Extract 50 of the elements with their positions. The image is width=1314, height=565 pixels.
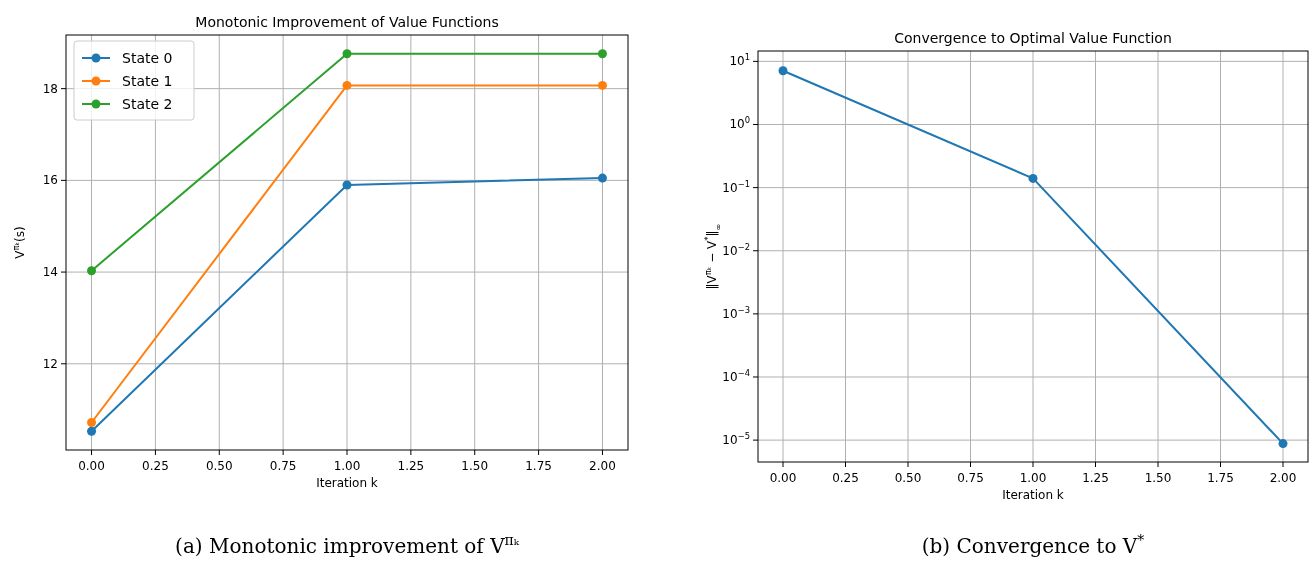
x-tick-label: 1.00 xyxy=(1019,471,1047,485)
x-tick-label: 0.00 xyxy=(78,459,105,473)
x-tick-label: 1.75 xyxy=(1207,471,1234,485)
point xyxy=(342,49,352,59)
x-tick-label: 1.00 xyxy=(333,459,361,473)
x-tick-label: 2.00 xyxy=(589,459,616,473)
y-tick-label: 18 xyxy=(42,81,58,96)
x-axis-title: Iteration k xyxy=(1002,488,1064,502)
point xyxy=(87,426,97,436)
point xyxy=(342,80,352,90)
legend-label: State 2 xyxy=(122,96,173,112)
x-tick-label: 2.00 xyxy=(1269,471,1297,485)
x-tick-label: 0.25 xyxy=(832,471,859,485)
text: (b) Convergence to V$^{*}$ xyxy=(921,532,1145,558)
y-tick-label: 10$^{1}$ xyxy=(729,52,750,69)
y-tick-label: 10$^{−1}$ xyxy=(722,178,750,195)
y-tick-label: 10$^{−4}$ xyxy=(722,367,750,384)
y-tick-label: 14 xyxy=(42,265,58,280)
x-tick-label: 1.50 xyxy=(1144,471,1172,485)
x-tick-label: 1.25 xyxy=(397,459,425,473)
x-tick-label: 1.75 xyxy=(525,459,552,473)
chart-title: Monotonic Improvement of Value Functions xyxy=(195,14,499,30)
legend-label: State 0 xyxy=(122,50,173,66)
y-tick-label: 16 xyxy=(42,173,58,188)
point xyxy=(87,266,97,276)
x-tick-label: 0.50 xyxy=(205,459,233,473)
x-axis-title: Iteration k xyxy=(316,476,378,490)
y-tick-label: 10$^{0}$ xyxy=(729,115,750,132)
y-tick-label: 12 xyxy=(42,356,58,371)
point xyxy=(342,180,352,190)
point xyxy=(597,80,607,90)
chart-title: Convergence to Optimal Value Function xyxy=(894,30,1172,46)
y-tick-label: 10$^{−3}$ xyxy=(722,304,750,321)
point xyxy=(87,417,97,427)
point xyxy=(1028,173,1038,183)
x-tick-label: 0.25 xyxy=(142,459,169,473)
x-tick-label: 1.50 xyxy=(461,459,489,473)
point xyxy=(1278,439,1288,449)
point xyxy=(778,66,788,76)
x-tick-label: 0.00 xyxy=(769,471,797,485)
x-tick-label: 0.75 xyxy=(957,471,984,485)
x-tick-label: 1.25 xyxy=(1082,471,1109,485)
x-tick-label: 0.75 xyxy=(269,459,297,473)
legend-label: State 1 xyxy=(122,73,173,89)
point xyxy=(597,49,607,59)
text: (a) Monotonic improvement of V$^{πₖ}$ xyxy=(175,532,520,558)
point xyxy=(597,173,607,183)
y-tick-label: 10$^{−5}$ xyxy=(722,431,750,448)
y-tick-label: 10$^{−2}$ xyxy=(722,241,750,258)
x-tick-label: 0.50 xyxy=(894,471,922,485)
